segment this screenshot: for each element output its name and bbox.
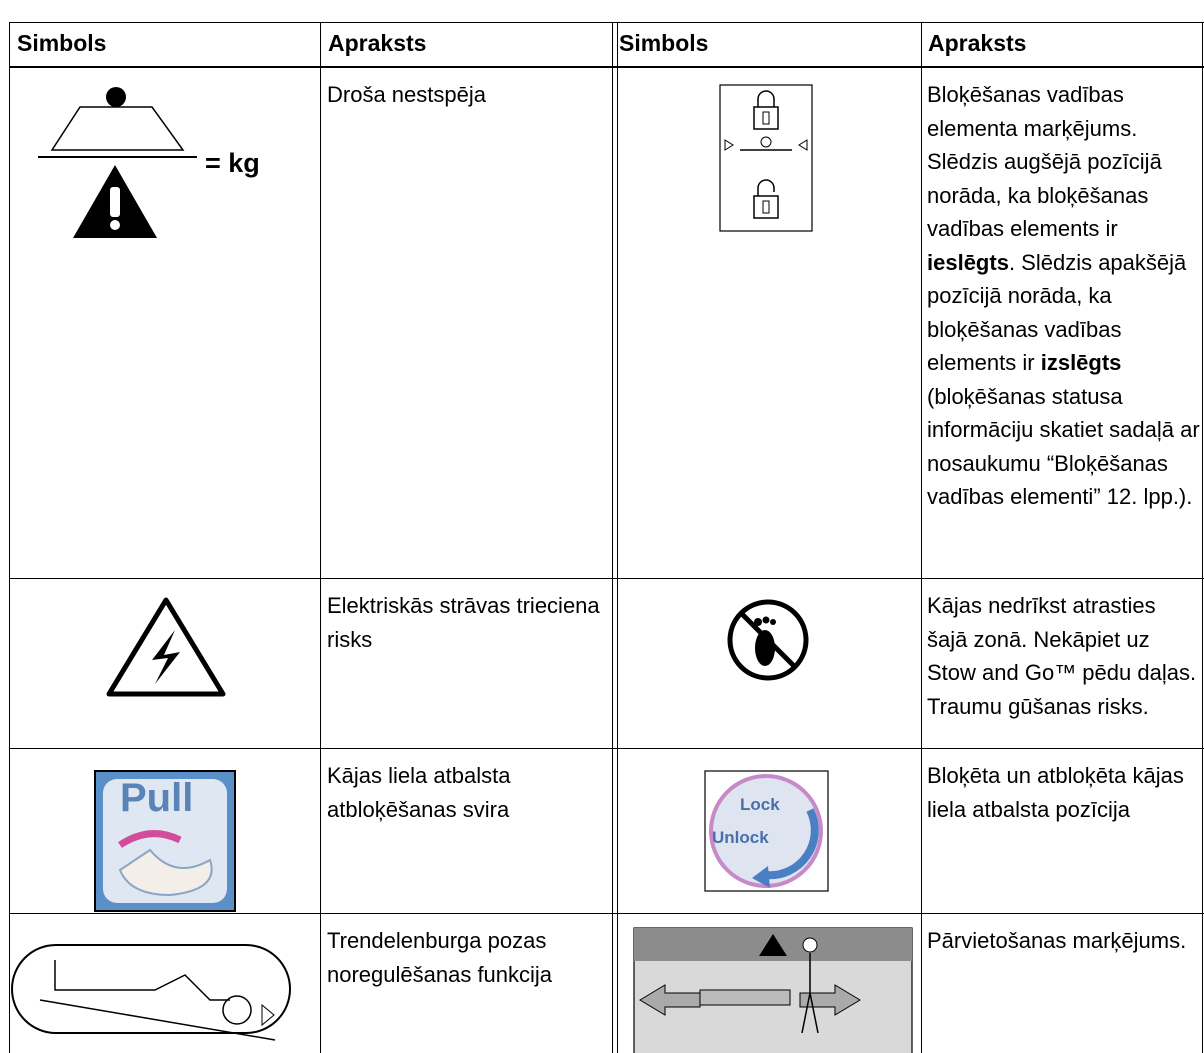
trendelenburg-icon <box>11 944 291 1041</box>
rule <box>921 22 922 1053</box>
description: Bloķēšanas vadības elementa marķējums. S… <box>927 78 1202 514</box>
text: Bloķēta un atbloķēta kājas liela atbalst… <box>927 763 1184 822</box>
rule <box>9 748 1204 749</box>
icon-text: Lock <box>740 795 780 814</box>
icon-text: = kg <box>205 148 260 178</box>
description: Bloķēta un atbloķēta kājas liela atbalst… <box>927 759 1202 826</box>
text: Pārvietošanas marķējums. <box>927 928 1187 953</box>
rule <box>9 913 1204 914</box>
text: Elektriskās strāvas trieciena risks <box>327 593 600 652</box>
description: Droša nestspēja <box>327 78 607 112</box>
rule <box>9 22 10 1053</box>
description: Kājas nedrīkst atrasties šajā zonā. Nekā… <box>927 589 1202 723</box>
rule <box>1202 22 1203 1053</box>
pull-icon <box>94 770 236 912</box>
text: Kājas liela atbalsta atbloķēšanas svira <box>327 763 511 822</box>
rule <box>9 578 1204 579</box>
description: Kājas liela atbalsta atbloķēšanas svira <box>327 759 607 826</box>
shock-icon <box>106 597 226 697</box>
text: Droša nestspēja <box>327 82 486 107</box>
transport-icon <box>633 927 913 1053</box>
lock-icon <box>719 84 813 232</box>
header-cell: Apraksts <box>928 30 1027 56</box>
text: (bloķēšanas statusa informāciju skatiet … <box>927 383 1200 510</box>
text: Bloķēšanas vadības elementa marķējums. S… <box>927 82 1162 241</box>
description: Pārvietošanas marķējums. <box>927 924 1202 958</box>
text: Trendelenburga pozas noregulēšanas funkc… <box>327 928 553 987</box>
text: Kājas nedrīkst atrasties šajā zonā. Nekā… <box>927 593 1197 719</box>
header-cell: Apraksts <box>328 30 427 56</box>
lock-unlock-icon <box>704 770 829 892</box>
description: Elektriskās strāvas trieciena risks <box>327 589 607 656</box>
header-cell: Simbols <box>17 30 107 56</box>
rule <box>320 22 321 1053</box>
icon-text: Unlock <box>712 828 769 847</box>
description: Trendelenburga pozas noregulēšanas funkc… <box>327 924 607 991</box>
text: . Slēdzis apakšējā pozīcijā norāda, ka b… <box>927 249 1187 376</box>
bold-text: ieslēgts <box>927 249 1009 275</box>
rule <box>9 66 1204 68</box>
rule <box>617 22 618 1053</box>
icon-text: Pull <box>120 776 194 820</box>
rule <box>612 22 613 1053</box>
no-foot-icon <box>727 599 809 681</box>
weight-icon <box>38 87 197 238</box>
rule <box>9 22 1204 23</box>
header-cell: Simbols <box>619 30 709 56</box>
bold-text: izslēgts <box>1040 350 1122 375</box>
